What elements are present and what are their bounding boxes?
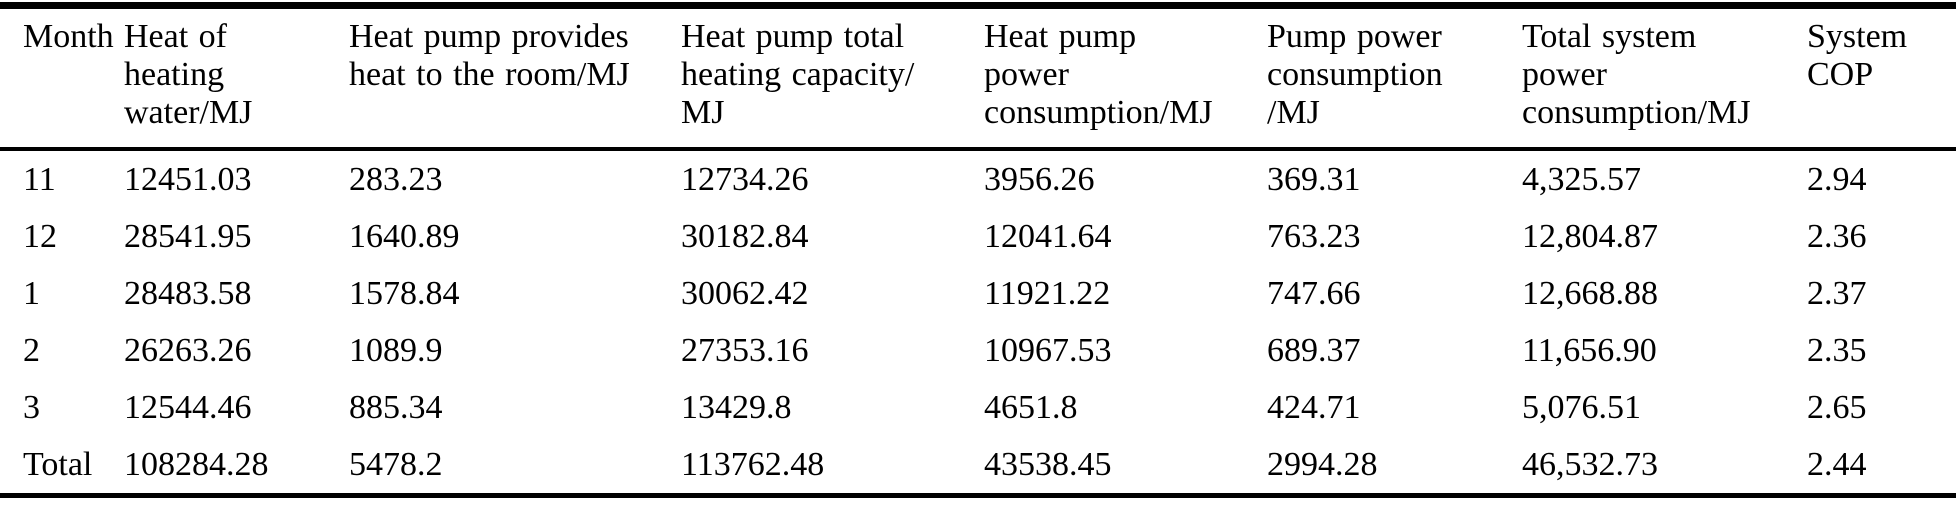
- cell-total-heating-capacity: 113762.48: [681, 445, 825, 483]
- col-header-system-cop: System COP: [1807, 18, 1908, 93]
- cell-pump-power: 2994.28: [1267, 445, 1378, 483]
- cell-month: Total: [23, 445, 93, 483]
- cell-heat-to-room: 885.34: [349, 388, 443, 426]
- cell-system-cop: 2.65: [1807, 388, 1867, 426]
- cell-heat-pump-power: 10967.53: [984, 331, 1112, 369]
- cell-total-heating-capacity: 30062.42: [681, 274, 809, 312]
- cell-month: 11: [23, 160, 56, 198]
- table-row-month-11: 11 12451.03 283.23 12734.26 3956.26 369.…: [0, 149, 1956, 208]
- cell-heat-pump-power: 4651.8: [984, 388, 1078, 426]
- cell-month: 3: [23, 388, 40, 426]
- cell-heat-of-heating-water: 28483.58: [124, 274, 252, 312]
- cell-total-heating-capacity: 27353.16: [681, 331, 809, 369]
- col-header-pump-power-consumption: Pump power consumption /MJ: [1267, 18, 1443, 131]
- cell-heat-of-heating-water: 12544.46: [124, 388, 252, 426]
- heating-performance-table: Month Heat of heating water/MJ Heat pump…: [0, 2, 1956, 498]
- cell-heat-pump-power: 43538.45: [984, 445, 1112, 483]
- header-row: Month Heat of heating water/MJ Heat pump…: [0, 6, 1956, 149]
- table-row-month-12: 12 28541.95 1640.89 30182.84 12041.64 76…: [0, 208, 1956, 265]
- cell-heat-of-heating-water: 12451.03: [124, 160, 252, 198]
- cell-system-cop: 2.36: [1807, 217, 1867, 255]
- cell-heat-to-room: 1640.89: [349, 217, 460, 255]
- cell-heat-to-room: 283.23: [349, 160, 443, 198]
- cell-system-cop: 2.44: [1807, 445, 1867, 483]
- cell-total-heating-capacity: 30182.84: [681, 217, 809, 255]
- cell-total-heating-capacity: 12734.26: [681, 160, 809, 198]
- cell-system-cop: 2.35: [1807, 331, 1867, 369]
- cell-pump-power: 369.31: [1267, 160, 1361, 198]
- cell-heat-pump-power: 11921.22: [984, 274, 1111, 312]
- table-row-month-2: 2 26263.26 1089.9 27353.16 10967.53 689.…: [0, 322, 1956, 379]
- col-header-heat-pump-total-heating-capacity: Heat pump total heating capacity/ MJ: [681, 18, 915, 131]
- cell-heat-pump-power: 3956.26: [984, 160, 1095, 198]
- cell-month: 1: [23, 274, 40, 312]
- cell-total-system-power: 11,656.90: [1522, 331, 1657, 369]
- cell-pump-power: 424.71: [1267, 388, 1361, 426]
- cell-system-cop: 2.94: [1807, 160, 1867, 198]
- col-header-heat-pump-power-consumption: Heat pump power consumption/MJ: [984, 18, 1213, 131]
- cell-heat-of-heating-water: 26263.26: [124, 331, 252, 369]
- cell-total-system-power: 12,804.87: [1522, 217, 1658, 255]
- cell-pump-power: 747.66: [1267, 274, 1361, 312]
- cell-total-system-power: 5,076.51: [1522, 388, 1641, 426]
- cell-total-system-power: 46,532.73: [1522, 445, 1658, 483]
- col-header-heat-pump-provides-heat-to-room: Heat pump provides heat to the room/MJ: [349, 18, 630, 93]
- cell-heat-of-heating-water: 28541.95: [124, 217, 252, 255]
- cell-total-system-power: 4,325.57: [1522, 160, 1641, 198]
- cell-heat-pump-power: 12041.64: [984, 217, 1112, 255]
- cell-heat-to-room: 1578.84: [349, 274, 460, 312]
- col-header-heat-of-heating-water: Heat of heating water/MJ: [124, 18, 253, 131]
- col-header-total-system-power-consumption: Total system power consumption/MJ: [1522, 18, 1751, 131]
- cell-pump-power: 763.23: [1267, 217, 1361, 255]
- cell-heat-to-room: 1089.9: [349, 331, 443, 369]
- cell-heat-of-heating-water: 108284.28: [124, 445, 269, 483]
- cell-system-cop: 2.37: [1807, 274, 1867, 312]
- cell-pump-power: 689.37: [1267, 331, 1361, 369]
- cell-month: 2: [23, 331, 40, 369]
- col-header-month: Month: [23, 18, 114, 55]
- table-row-month-3: 3 12544.46 885.34 13429.8 4651.8 424.71 …: [0, 379, 1956, 436]
- cell-month: 12: [23, 217, 57, 255]
- cell-total-system-power: 12,668.88: [1522, 274, 1658, 312]
- cell-total-heating-capacity: 13429.8: [681, 388, 792, 426]
- cell-heat-to-room: 5478.2: [349, 445, 443, 483]
- table-row-total: Total 108284.28 5478.2 113762.48 43538.4…: [0, 436, 1956, 496]
- table-row-month-1: 1 28483.58 1578.84 30062.42 11921.22 747…: [0, 265, 1956, 322]
